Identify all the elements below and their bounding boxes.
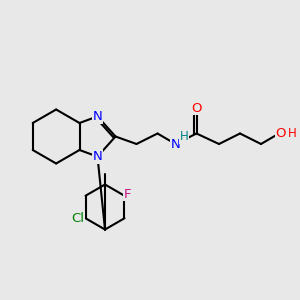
Text: O: O <box>275 127 286 140</box>
Text: Cl: Cl <box>71 212 85 225</box>
Text: N: N <box>93 150 102 163</box>
Text: N: N <box>93 110 102 123</box>
Text: F: F <box>124 188 131 201</box>
Text: N: N <box>171 137 180 151</box>
Text: H: H <box>288 127 297 140</box>
Text: O: O <box>191 101 202 115</box>
Text: H: H <box>179 130 188 143</box>
